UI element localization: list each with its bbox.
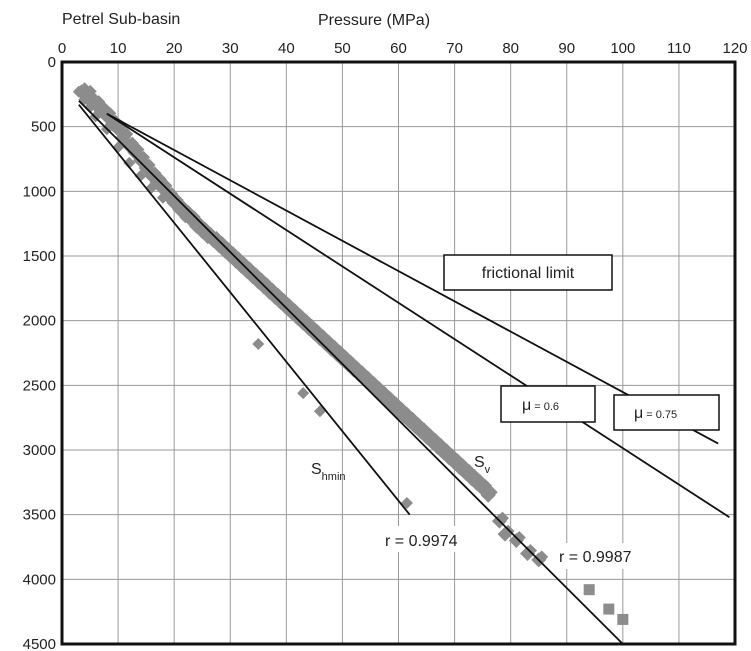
- shmin-point: [297, 387, 310, 400]
- mu-06-symbol: μ: [522, 397, 531, 414]
- mu-06-value: = 0.6: [534, 401, 559, 413]
- frictional-limit-box: frictional limit: [443, 254, 613, 291]
- y-tick-label: 500: [31, 119, 56, 136]
- sv-point: [501, 524, 515, 538]
- line-mu-0-6: [106, 112, 730, 519]
- sv-sub: v: [485, 464, 491, 476]
- mu-075-symbol: μ: [634, 405, 643, 422]
- sv-point: [159, 179, 173, 193]
- r-sv-label-bg: r = 0.9987: [553, 543, 663, 569]
- grid: [62, 62, 735, 644]
- x-tick-label: 110: [667, 40, 691, 57]
- r-shmin-label-bg: r = 0.9974: [380, 526, 488, 552]
- data-points: [72, 82, 629, 625]
- mu-06-box: μ = 0.6: [500, 385, 596, 423]
- shmin-point: [123, 156, 136, 169]
- x-tick-label: 0: [58, 40, 66, 57]
- svg-text:Shmin: Shmin: [311, 461, 346, 483]
- shmin-point: [252, 337, 265, 350]
- mu-075-box: μ = 0.75: [613, 394, 720, 431]
- shmin-label: Shmin: [311, 461, 346, 483]
- x-tick-label: 40: [278, 40, 295, 57]
- y-tick-label: 4500: [23, 636, 56, 651]
- y-tick-label: 1500: [23, 248, 56, 265]
- mu-075-value: = 0.75: [646, 409, 677, 421]
- x-tick-label: 70: [446, 40, 463, 57]
- shmin-main: S: [311, 461, 322, 478]
- shmin-point: [400, 497, 413, 510]
- r-sv-label: r = 0.9987: [559, 549, 632, 566]
- shmin-point: [89, 110, 102, 123]
- frictional-limit-label: frictional limit: [482, 265, 575, 282]
- y-tick-label: 2000: [23, 313, 56, 330]
- line-s-v: [78, 100, 624, 645]
- x-tick-labels: 0 10 20 30 40 50 60 70 80 90 100 110 120: [58, 40, 748, 57]
- shmin-point: [72, 85, 85, 98]
- svg-text:μ= 0.75: μ = 0.75: [634, 405, 677, 422]
- sv-point: [583, 584, 595, 596]
- x-tick-label: 60: [390, 40, 407, 57]
- sv-point: [243, 262, 257, 276]
- y-tick-label: 4000: [23, 571, 56, 588]
- x-tick-label: 120: [722, 40, 747, 57]
- y-tick-label: 2500: [23, 377, 56, 394]
- shmin-point: [313, 405, 326, 418]
- line-s-hmin: [78, 104, 411, 516]
- sv-point: [617, 613, 629, 625]
- fit-lines: [78, 100, 730, 645]
- shmin-point: [156, 191, 169, 204]
- plot-frame: [60, 60, 737, 646]
- x-tick-label: 100: [610, 40, 635, 57]
- line-mu-0-75: [106, 112, 719, 445]
- r-shmin-label: r = 0.9974: [385, 533, 458, 550]
- sv-point: [603, 603, 615, 615]
- chart-title: Petrel Sub-basin: [62, 11, 180, 28]
- x-tick-label: 80: [502, 40, 519, 57]
- y-tick-label: 3500: [23, 507, 56, 524]
- sv-point: [523, 543, 537, 557]
- sv-point: [137, 150, 151, 164]
- x-tick-label: 10: [110, 40, 127, 57]
- x-tick-label: 30: [222, 40, 239, 57]
- svg-text:μ= 0.6: μ = 0.6: [522, 397, 559, 414]
- y-tick-label: 1000: [23, 183, 56, 200]
- x-tick-label: 20: [166, 40, 183, 57]
- y-tick-labels: 0 500 1000 1500 2000 2500 3000 3500 4000 4500: [23, 54, 56, 651]
- sv-point: [131, 143, 145, 157]
- sv-point: [512, 531, 526, 545]
- shmin-sub: hmin: [322, 471, 346, 483]
- sv-label: Sv: [474, 454, 491, 476]
- x-tick-label: 90: [558, 40, 575, 57]
- svg-text:Sv: Sv: [474, 454, 491, 476]
- x-tick-label: 50: [334, 40, 351, 57]
- sv-point: [484, 485, 498, 499]
- sv-point: [120, 127, 134, 141]
- shmin-point: [179, 211, 192, 224]
- y-tick-label: 3000: [23, 442, 56, 459]
- sv-main: S: [474, 454, 485, 471]
- x-axis-label: Pressure (MPa): [318, 12, 430, 29]
- y-tick-label: 0: [48, 54, 56, 71]
